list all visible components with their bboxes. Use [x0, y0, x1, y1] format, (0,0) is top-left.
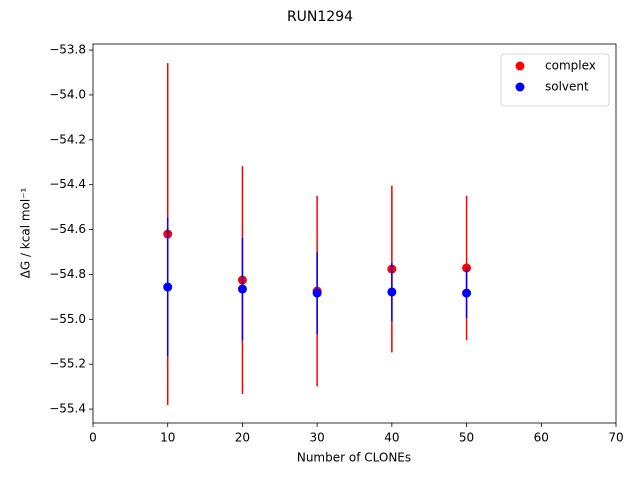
- plot-frame: [92, 43, 617, 424]
- chart-title: RUN1294: [287, 9, 353, 25]
- data-point: [312, 288, 322, 298]
- legend-marker: [515, 82, 525, 92]
- legend-box: [500, 53, 610, 107]
- data-point: [163, 282, 173, 292]
- y-tick-label: −54.6: [49, 222, 86, 236]
- data-point: [462, 288, 472, 298]
- x-tick-label: 10: [160, 431, 175, 445]
- legend-label: solvent: [545, 80, 589, 94]
- x-tick-label: 50: [459, 431, 474, 445]
- data-point: [387, 287, 397, 297]
- y-tick-label: −54.8: [49, 267, 86, 281]
- y-tick-label: −55.2: [49, 357, 86, 371]
- y-tick-label: −55.4: [49, 402, 86, 416]
- y-tick-label: −54.2: [49, 132, 86, 146]
- y-axis-label: ΔG / kcal mol⁻¹: [19, 187, 33, 278]
- x-axis-label: Number of CLONEs: [297, 451, 411, 465]
- y-tick-label: −55.0: [49, 312, 86, 326]
- legend-label: complex: [545, 59, 596, 73]
- legend-marker: [515, 61, 525, 71]
- x-tick-label: 70: [608, 431, 623, 445]
- x-tick-label: 40: [384, 431, 399, 445]
- y-tick-label: −54.4: [49, 177, 86, 191]
- x-tick-label: 30: [310, 431, 325, 445]
- x-tick-label: 20: [235, 431, 250, 445]
- y-tick-label: −54.0: [49, 87, 86, 101]
- x-tick-label: 0: [89, 431, 97, 445]
- y-tick-label: −53.8: [49, 43, 86, 57]
- data-point: [237, 284, 247, 294]
- x-tick-label: 60: [534, 431, 549, 445]
